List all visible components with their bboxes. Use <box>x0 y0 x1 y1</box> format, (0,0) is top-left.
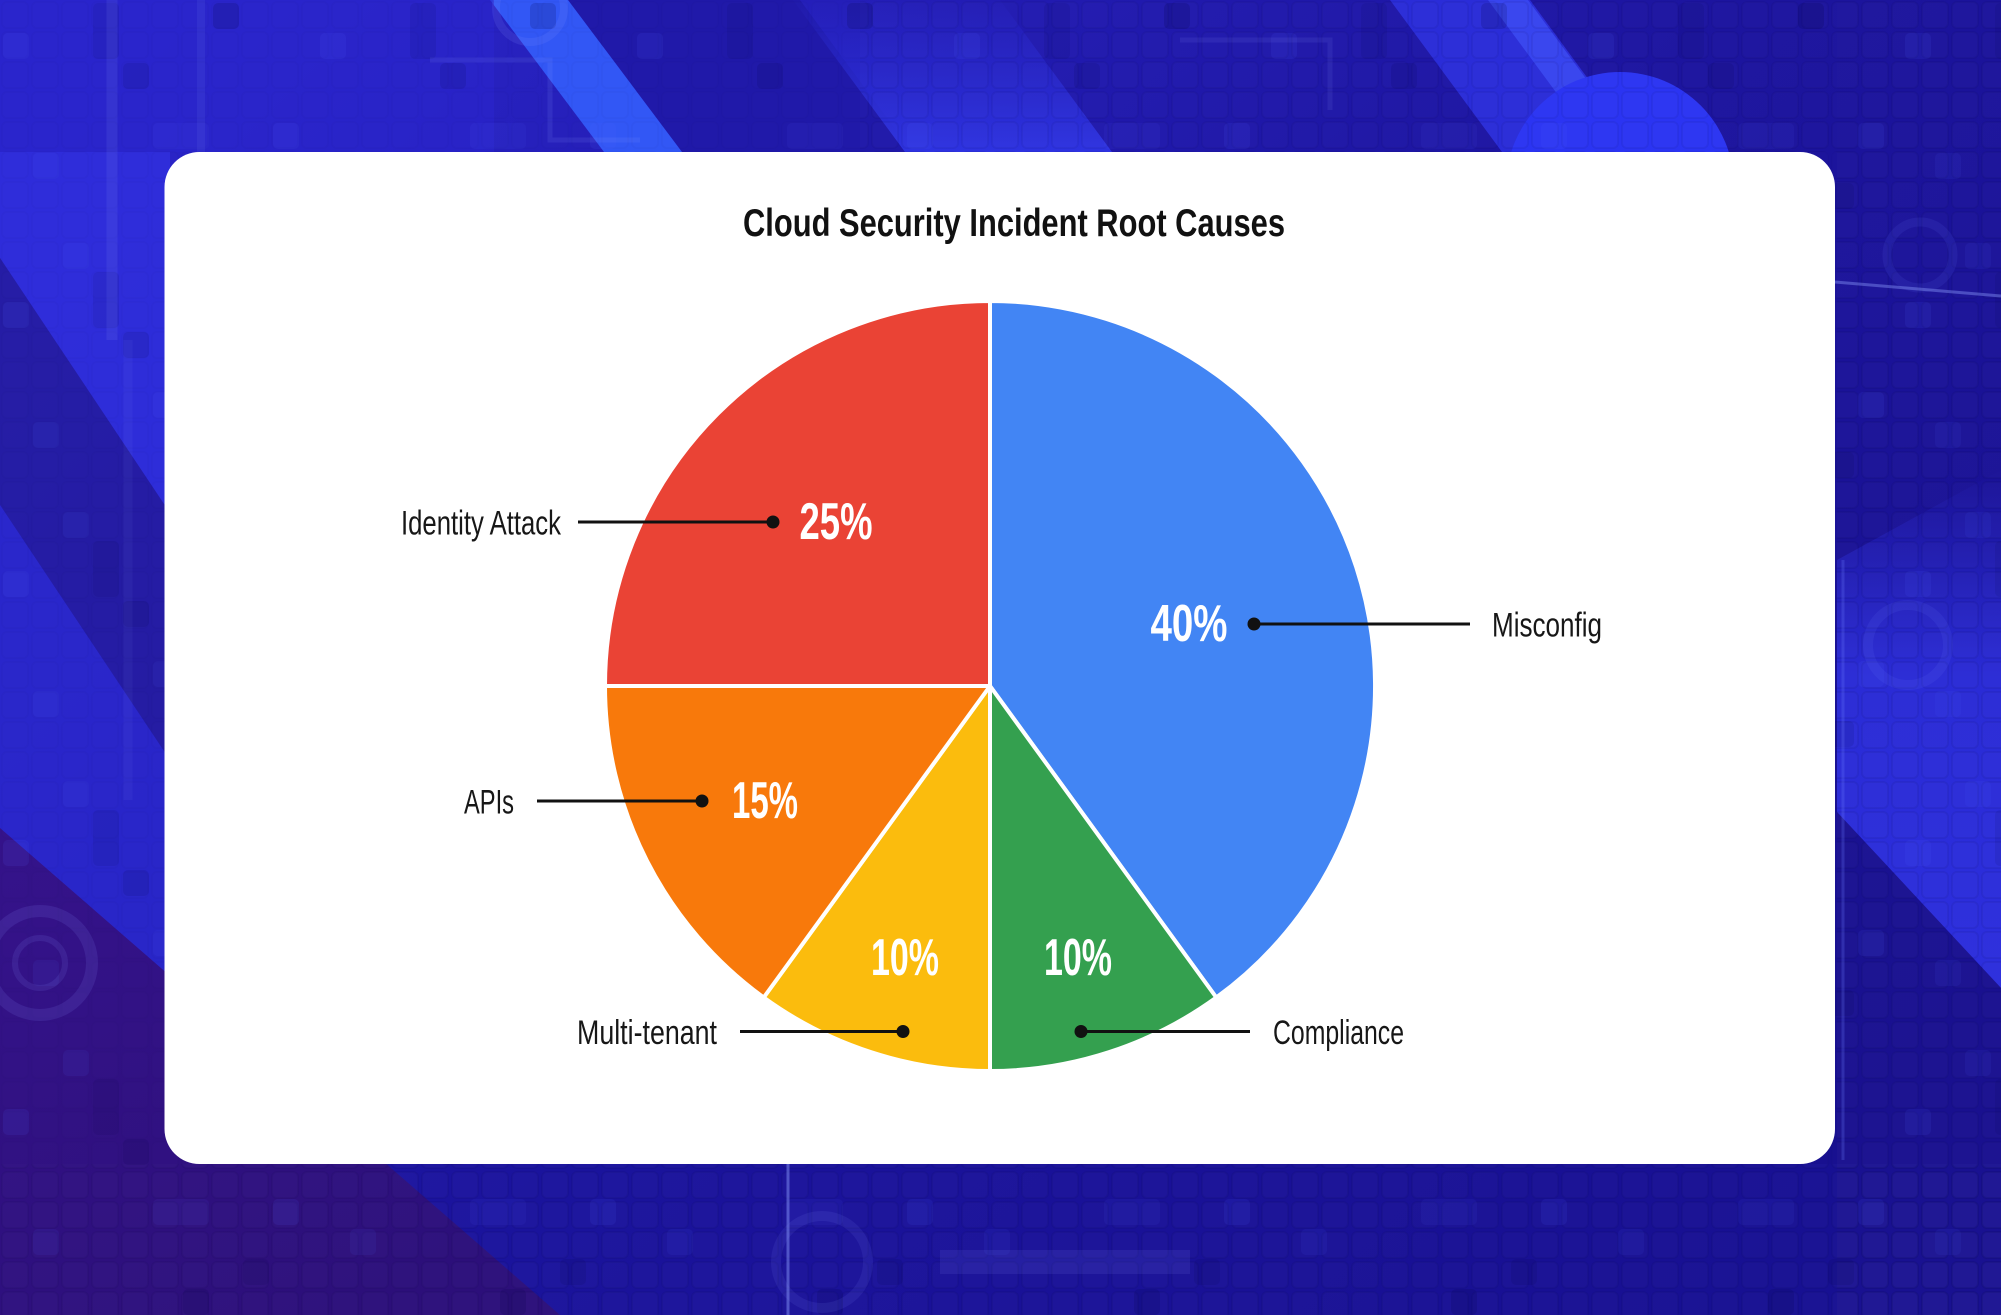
svg-text:APIs: APIs <box>464 783 514 821</box>
svg-text:Identity Attack: Identity Attack <box>401 504 562 542</box>
svg-text:Cloud Security Incident Root C: Cloud Security Incident Root Causes <box>743 202 1285 245</box>
svg-text:25%: 25% <box>800 493 873 551</box>
svg-text:40%: 40% <box>1151 595 1228 653</box>
svg-text:15%: 15% <box>732 772 798 830</box>
svg-text:10%: 10% <box>871 929 939 987</box>
svg-text:10%: 10% <box>1044 929 1112 987</box>
svg-text:Multi-tenant: Multi-tenant <box>577 1014 717 1052</box>
svg-text:Compliance: Compliance <box>1273 1014 1404 1052</box>
svg-text:Misconfig: Misconfig <box>1492 606 1602 644</box>
